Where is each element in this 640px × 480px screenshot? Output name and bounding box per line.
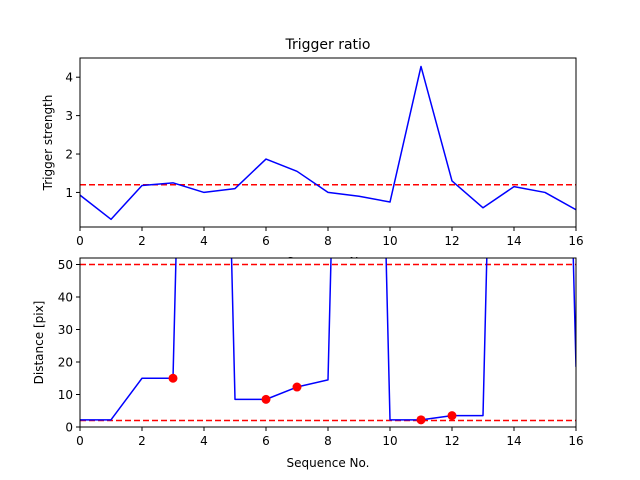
bottom-y-tick-label: 10 (58, 388, 73, 402)
bottom-marker-point (292, 382, 302, 392)
bottom-plot-content (80, 258, 576, 425)
bottom-y-tick-label: 0 (65, 421, 73, 435)
bottom-x-tick-label: 8 (324, 434, 332, 448)
bottom-y-tick-label: 30 (58, 323, 73, 337)
bottom-series-line-0 (80, 258, 576, 421)
bottom-marker-point (168, 373, 178, 383)
top-x-tick-label: 4 (200, 234, 208, 248)
top-y-tick-label: 1 (65, 186, 73, 200)
bottom-plot-area (80, 258, 576, 427)
top-x-tick-label: 2 (138, 234, 146, 248)
bottom-x-tick-label: 6 (262, 434, 270, 448)
top-x-tick-label: 14 (506, 234, 521, 248)
top-plot-content (80, 65, 576, 221)
bottom-y-tick-label: 40 (58, 291, 73, 305)
top-x-tick-label: 8 (324, 234, 332, 248)
bottom-y-tick-label: 20 (58, 356, 73, 370)
bottom-marker-point (447, 411, 457, 421)
top-x-tick-label: 6 (262, 234, 270, 248)
bottom-x-tick-label: 14 (506, 434, 521, 448)
top-y-tick-label: 2 (65, 148, 73, 162)
top-x-tick-label: 12 (444, 234, 459, 248)
bottom-x-tick-label: 0 (76, 434, 84, 448)
top-x-tick-label: 10 (382, 234, 397, 248)
bottom-x-tick-label: 2 (138, 434, 146, 448)
top-plot-area (80, 58, 576, 227)
top-series-line-0 (80, 65, 576, 221)
top-y-tick-label: 3 (65, 109, 73, 123)
bottom-axes-ticks: 0 2 4 6 8 10 12 14 16 0 10 20 30 40 50 (58, 258, 584, 448)
bottom-x-tick-label: 16 (568, 434, 583, 448)
bottom-x-tick-label: 10 (382, 434, 397, 448)
top-y-tick-label: 4 (65, 71, 73, 85)
top-x-tick-label: 0 (76, 234, 84, 248)
top-chart: Trigger ratio Trigger strength Sequence … (41, 37, 584, 269)
bottom-y-tick-label: 50 (58, 258, 73, 272)
bottom-y-axis-label: Distance [pix] (32, 301, 46, 385)
bottom-x-tick-label: 4 (200, 434, 208, 448)
top-x-tick-label: 16 (568, 234, 583, 248)
bottom-x-axis-label: Sequence No. (287, 456, 370, 470)
bottom-chart: Distance [pix] Sequence No. 0 2 4 6 8 10 12 14 1… (32, 257, 584, 470)
bottom-marker-point (416, 415, 426, 425)
top-y-axis-label: Trigger strength (41, 95, 55, 192)
top-chart-title: Trigger ratio (284, 37, 370, 53)
bottom-x-tick-label: 12 (444, 434, 459, 448)
bottom-marker-point (261, 394, 271, 404)
